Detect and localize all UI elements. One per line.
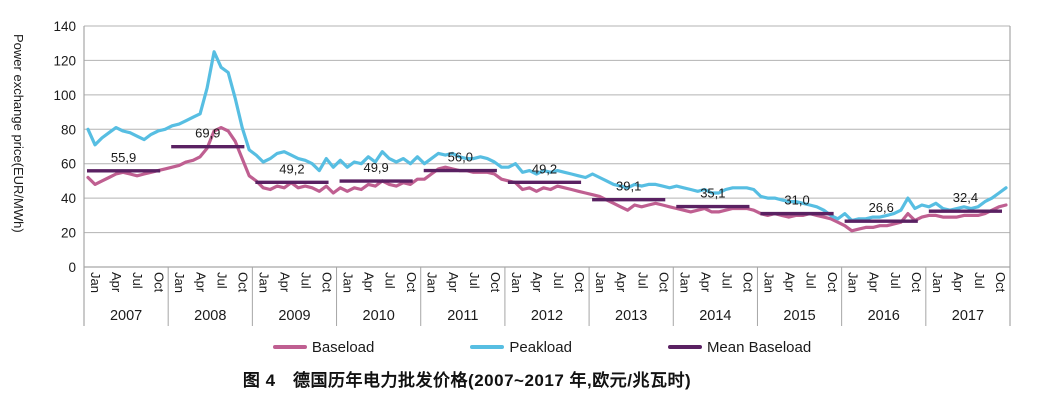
- month-tick-label: Jan: [341, 272, 356, 293]
- chart-legend: Baseload Peakload Mean Baseload: [40, 336, 1044, 358]
- month-tick-label: Jan: [761, 272, 776, 293]
- month-tick-label: Apr: [530, 272, 545, 293]
- month-tick-label: Jul: [130, 272, 145, 289]
- year-label: 2011: [447, 308, 478, 324]
- baseload-line: [86, 125, 1008, 233]
- month-tick-label: Oct: [656, 272, 671, 293]
- month-tick-label: Oct: [909, 272, 924, 293]
- month-tick-label: Apr: [277, 272, 292, 293]
- month-tick-label: Apr: [867, 272, 882, 293]
- y-tick-label: 20: [61, 226, 76, 241]
- mean-value-annotation: 49,9: [363, 160, 388, 175]
- month-tick-label: Jul: [635, 272, 650, 289]
- y-tick-label: 40: [61, 191, 76, 206]
- mean-value-annotation: 56,0: [448, 150, 473, 165]
- month-tick-label: Oct: [825, 272, 840, 293]
- year-label: 2010: [363, 308, 395, 324]
- month-tick-label: Apr: [614, 272, 629, 293]
- mean-baseload-line-swatch: [667, 345, 702, 349]
- year-label: 2016: [868, 308, 900, 324]
- mean-value-annotation: 32,4: [953, 190, 978, 205]
- month-tick-label: Jan: [172, 272, 187, 293]
- month-tick-label: Jan: [846, 272, 861, 293]
- month-tick-label: Oct: [151, 272, 166, 293]
- legend-label-baseload: Baseload: [311, 338, 375, 356]
- price-chart: 0 20 40 60 80 100 120 140 Jan Apr Jul Oct 2007 Jan Apr…: [11, 19, 1011, 326]
- month-tick-label: Jan: [425, 272, 440, 293]
- y-tick-label: 0: [68, 260, 76, 275]
- y-axis-title: Power exchange price(EUR/MWh): [11, 34, 26, 233]
- year-label: 2014: [699, 308, 731, 324]
- month-tick-label: Oct: [488, 272, 503, 293]
- month-tick-label: Jan: [593, 272, 608, 293]
- mean-value-annotation: 69,9: [195, 126, 220, 141]
- legend-item-mean-baseload: Mean Baseload: [667, 338, 812, 356]
- year-label: 2012: [531, 308, 563, 324]
- month-tick-label: Jul: [804, 272, 819, 289]
- month-tick-label: Apr: [193, 272, 208, 293]
- mean-value-annotation: 39,1: [616, 179, 641, 194]
- mean-value-annotation: 55,9: [111, 150, 136, 165]
- year-label: 2017: [952, 308, 984, 324]
- peakload-line-swatch: [470, 345, 505, 349]
- y-tick-label: 120: [53, 53, 76, 68]
- month-tick-label: Jan: [677, 272, 692, 293]
- month-tick-label: Jul: [551, 272, 566, 289]
- month-tick-label: Apr: [446, 272, 461, 293]
- legend-label-peakload: Peakload: [509, 338, 572, 356]
- month-tick-label: Oct: [235, 272, 250, 293]
- year-label: 2015: [783, 308, 815, 324]
- legend-item-peakload: Peakload: [470, 339, 572, 356]
- month-tick-label: Jul: [214, 272, 229, 289]
- month-tick-label: Jul: [299, 272, 314, 289]
- month-tick-label: Oct: [993, 272, 1008, 293]
- legend-label-mean-baseload: Mean Baseload: [706, 338, 812, 356]
- mean-value-annotation: 31,0: [784, 193, 809, 208]
- month-tick-label: Jan: [256, 272, 271, 293]
- year-label: 2007: [110, 308, 142, 324]
- baseload-line-swatch: [272, 345, 307, 349]
- month-tick-label: Oct: [741, 272, 756, 293]
- month-tick-label: Apr: [783, 272, 798, 293]
- y-tick-label: 80: [61, 122, 76, 137]
- month-tick-label: Jul: [888, 272, 903, 289]
- peakload-line: [86, 50, 1008, 223]
- month-tick-label: Apr: [109, 272, 124, 293]
- month-tick-label: Jan: [509, 272, 524, 293]
- month-tick-label: Jan: [930, 272, 945, 293]
- month-tick-label: Oct: [404, 272, 419, 293]
- month-tick-label: Jul: [719, 272, 734, 289]
- month-tick-label: Oct: [572, 272, 587, 293]
- mean-value-annotation: 49,2: [532, 161, 557, 176]
- y-tick-label: 140: [53, 19, 76, 34]
- month-tick-label: Jan: [88, 272, 103, 293]
- month-tick-label: Apr: [951, 272, 966, 293]
- legend-item-baseload: Baseload: [272, 338, 375, 356]
- month-tick-label: Jul: [467, 272, 482, 289]
- month-tick-label: Apr: [698, 272, 713, 293]
- month-tick-label: Apr: [362, 272, 377, 293]
- mean-value-annotation: 35,1: [700, 186, 725, 201]
- y-tick-label: 100: [53, 88, 76, 103]
- mean-value-annotation: 49,2: [279, 161, 304, 176]
- month-tick-label: Jul: [383, 272, 398, 289]
- year-label: 2008: [194, 308, 226, 324]
- figure-caption: 图 4 德国历年电力批发价格(2007~2017 年,欧元/兆瓦时): [242, 371, 692, 390]
- year-label: 2009: [278, 308, 310, 324]
- month-tick-label: Jul: [972, 272, 987, 289]
- y-tick-label: 60: [61, 157, 76, 172]
- year-label: 2013: [615, 308, 647, 324]
- month-tick-label: Oct: [320, 272, 335, 293]
- mean-value-annotation: 26,6: [869, 200, 894, 215]
